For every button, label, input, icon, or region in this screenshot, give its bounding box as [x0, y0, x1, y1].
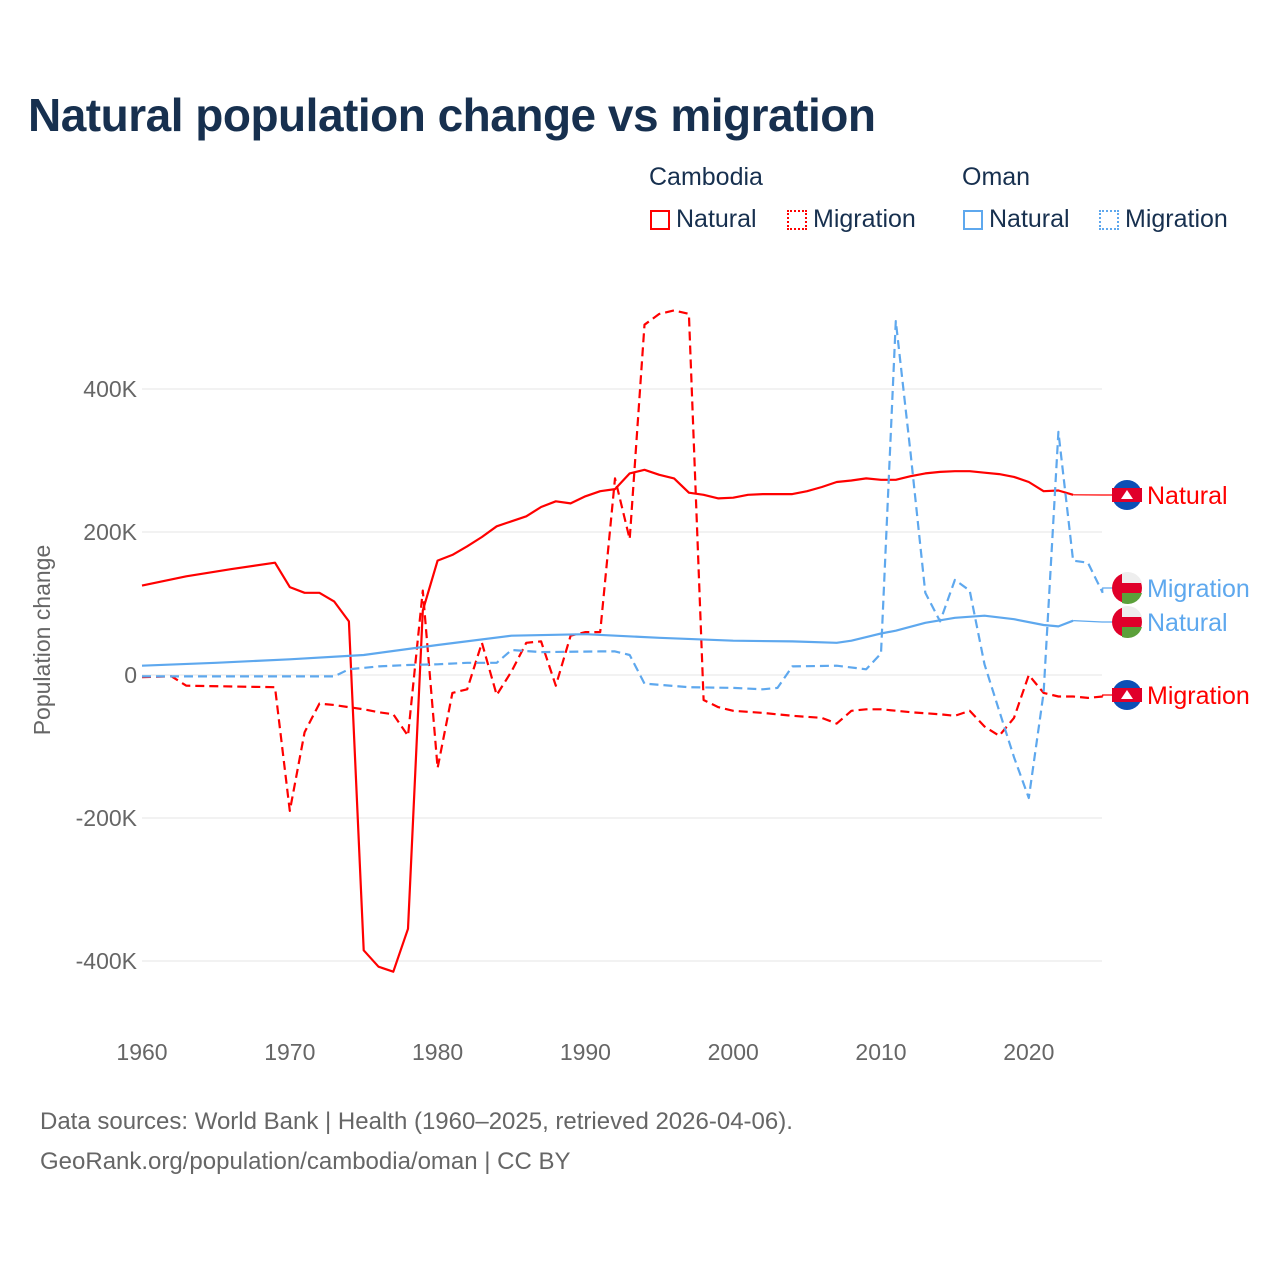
oman-flag-icon — [1122, 605, 1142, 617]
y-tick-label: -400K — [76, 948, 138, 974]
end-label-cambodia-migration: Migration — [1147, 682, 1250, 710]
oman-flag-icon — [1122, 571, 1142, 583]
series-line-oman-natural — [141, 614, 1074, 667]
end-label-connector — [1102, 587, 1112, 593]
series-line-cambodia-natural — [141, 468, 1074, 973]
x-tick-label: 1990 — [560, 1039, 611, 1065]
legend-cambodia-natural[interactable]: Natural — [650, 205, 757, 234]
x-tick-label: 1980 — [412, 1039, 463, 1065]
end-label-cambodia-natural: Natural — [1147, 482, 1228, 510]
cambodia-flag-icon — [1121, 690, 1133, 699]
cambodia-flag-icon — [1121, 490, 1133, 499]
footer-sources: Data sources: World Bank | Health (1960–… — [40, 1108, 793, 1135]
legend-cambodia-migration[interactable]: Migration — [787, 205, 916, 234]
y-tick-label: 0 — [124, 662, 137, 688]
y-tick-label: 400K — [83, 376, 137, 402]
y-tick-label: 200K — [83, 519, 137, 545]
x-tick-label: 1970 — [264, 1039, 315, 1065]
legend-oman-natural[interactable]: Natural — [963, 205, 1070, 234]
end-label-connector — [1102, 694, 1112, 697]
legend-label: Natural — [676, 205, 757, 233]
legend-label: Migration — [1125, 205, 1228, 233]
series-line-oman-migration — [142, 320, 1104, 800]
chart-title: Natural population change vs migration — [28, 89, 876, 141]
legend-swatch-solid-icon — [650, 209, 670, 230]
legend-swatch-dotted-icon — [787, 209, 807, 230]
end-label-oman-migration: Migration — [1147, 575, 1250, 603]
oman-flag-icon — [1122, 627, 1142, 639]
legend-group-cambodia: Cambodia — [649, 163, 763, 191]
legend-swatch-solid-icon — [963, 209, 983, 230]
end-label-connector — [1073, 620, 1112, 623]
y-tick-label: -200K — [76, 805, 138, 831]
oman-flag-icon — [1122, 593, 1142, 605]
legend-oman-migration[interactable]: Migration — [1099, 205, 1228, 234]
x-tick-label: 2000 — [708, 1039, 759, 1065]
y-axis-label: Population change — [29, 545, 55, 736]
x-tick-label: 2010 — [855, 1039, 906, 1065]
legend-swatch-dotted-icon — [1099, 209, 1119, 230]
footer-credit[interactable]: GeoRank.org/population/cambodia/oman | C… — [40, 1148, 571, 1175]
x-tick-label: 2020 — [1003, 1039, 1054, 1065]
series-line-cambodia-migration — [141, 309, 1103, 812]
legend-label: Natural — [989, 205, 1070, 233]
legend-group-oman: Oman — [962, 163, 1031, 191]
end-label-oman-natural: Natural — [1147, 609, 1228, 637]
legend-label: Migration — [813, 205, 916, 233]
x-tick-label: 1960 — [116, 1039, 167, 1065]
